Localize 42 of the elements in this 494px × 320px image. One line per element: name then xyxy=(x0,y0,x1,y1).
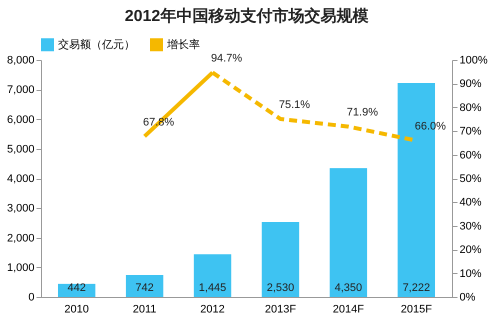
x-tick-label: 2011 xyxy=(132,304,156,316)
y2-tick-label: 100% xyxy=(460,54,488,66)
data-label: 94.7% xyxy=(210,52,242,65)
y2-tick-label: 40% xyxy=(460,196,482,209)
y2-tick-label: 0% xyxy=(460,292,476,304)
data-label: 442 xyxy=(67,282,86,294)
x-tick-label: 2012 xyxy=(200,304,225,316)
x-tick-label: 2010 xyxy=(64,304,89,316)
data-label: 71.9% xyxy=(346,106,378,119)
y-tick-label: 0 xyxy=(28,292,34,304)
y2-tick-label: 60% xyxy=(460,149,482,162)
bar xyxy=(262,222,300,297)
x-tick-label: 2014F xyxy=(332,304,364,316)
data-label: 75.1% xyxy=(278,99,310,112)
y-tick-label: 7,000 xyxy=(6,84,34,96)
chart-title: 2012年中国移动支付市场交易规模 xyxy=(124,6,368,25)
legend-label: 增长率 xyxy=(166,38,200,51)
data-label: 742 xyxy=(135,282,154,294)
data-label: 1,445 xyxy=(198,282,226,294)
bar xyxy=(330,168,368,297)
y2-tick-label: 50% xyxy=(460,173,482,185)
y-tick-label: 8,000 xyxy=(6,54,34,66)
y-tick-label: 6,000 xyxy=(6,114,34,126)
data-label: 4,350 xyxy=(334,282,362,294)
y2-tick-label: 10% xyxy=(460,268,482,280)
bar xyxy=(194,254,232,297)
y2-tick-label: 30% xyxy=(460,220,482,232)
y-tick-label: 4,000 xyxy=(6,173,34,185)
data-label: 2,530 xyxy=(266,282,294,294)
legend-label: 交易额（亿元） xyxy=(58,38,135,51)
x-tick-label: 2013F xyxy=(264,304,296,316)
data-label: 7,222 xyxy=(402,282,430,294)
x-tick-label: 2015F xyxy=(400,304,432,316)
y2-tick-label: 20% xyxy=(460,244,482,256)
y-tick-label: 1,000 xyxy=(6,262,34,274)
y-tick-label: 2,000 xyxy=(6,232,34,244)
bar xyxy=(126,275,164,297)
y-tick-label: 3,000 xyxy=(6,202,34,215)
y-tick-label: 5,000 xyxy=(6,143,34,156)
y2-tick-label: 80% xyxy=(460,102,482,114)
y2-tick-label: 70% xyxy=(460,126,482,138)
y2-tick-label: 90% xyxy=(460,78,482,90)
